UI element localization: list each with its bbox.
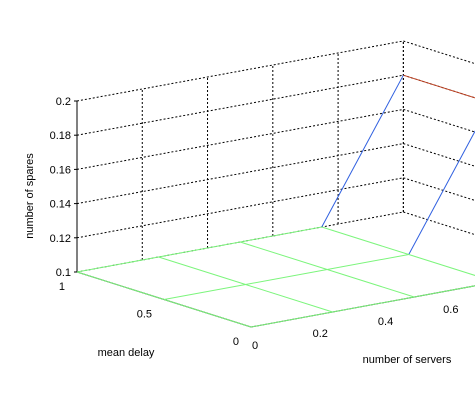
grid-line-z-side [403, 74, 475, 99]
mesh-edge [327, 254, 409, 270]
grid-line-z [76, 143, 404, 205]
axes-grid [76, 40, 475, 328]
mesh-edge [76, 256, 159, 273]
z-tick-label: 0.16 [50, 164, 71, 176]
z-tick-label: 0.14 [50, 199, 71, 211]
y-tick-label: 1 [59, 281, 65, 293]
y-tick-label: 0.5 [137, 309, 152, 321]
grid-line-z [76, 74, 404, 136]
y-axis-label: mean delay [98, 347, 155, 359]
mesh-edge [158, 256, 246, 285]
mesh-edge [408, 130, 475, 255]
z-tick-label: 0.18 [50, 130, 71, 142]
z-tick-label: 0.2 [56, 96, 71, 108]
x-tick-label: 0.4 [378, 316, 393, 328]
grid-line-z-side [403, 211, 475, 236]
mesh-edge [321, 226, 409, 255]
x-tick-label: 0.6 [443, 304, 458, 316]
grid-line-z [76, 177, 404, 239]
grid-line-z-side [403, 108, 475, 133]
mesh-edge [245, 269, 328, 285]
mesh-edge [240, 241, 328, 270]
mesh-edge [408, 254, 475, 276]
grid-line-z [76, 40, 404, 102]
grid-line-z-side [403, 40, 475, 65]
grid-line-z-side [403, 177, 475, 201]
mesh-edge [158, 241, 241, 258]
mesh-edge [163, 299, 252, 328]
z-tick-label: 0.1 [56, 267, 71, 279]
mesh-edge [327, 269, 415, 298]
x-tick-label: 0 [252, 340, 258, 352]
x-tick-label: 0.2 [313, 328, 328, 340]
mesh-edge [163, 284, 246, 300]
z-tick-label: 0.12 [50, 233, 71, 245]
mesh-edge [403, 74, 475, 99]
mesh-edge [245, 284, 333, 313]
mesh-edge [76, 271, 165, 300]
mesh-edge [321, 74, 404, 228]
mesh-edge [414, 285, 475, 298]
grid-line-z [76, 108, 404, 170]
x-axis-label: number of servers [363, 354, 452, 366]
mesh-edge [250, 311, 333, 328]
axis-labels: number of spares mean delay number of se… [24, 153, 452, 366]
y-tick-label: 0 [233, 336, 239, 348]
mesh-edge [332, 296, 415, 313]
mesh-edge [240, 226, 322, 243]
surface-mesh [76, 74, 475, 328]
z-axis-label: number of spares [24, 153, 36, 239]
